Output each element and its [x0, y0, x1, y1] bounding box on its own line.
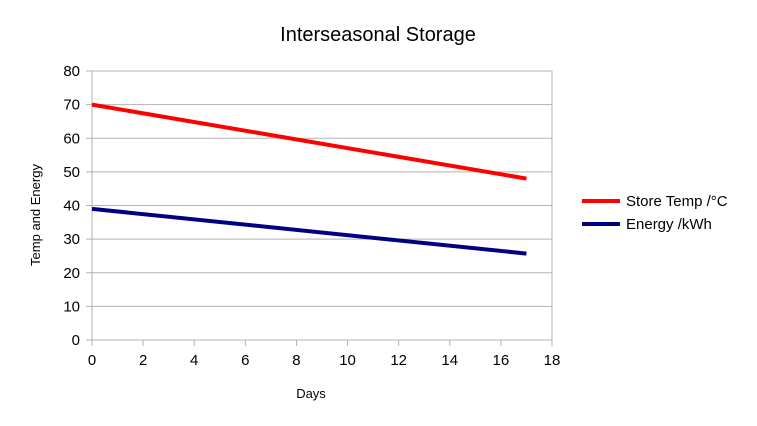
legend: Store Temp /°C Energy /kWh: [582, 193, 728, 233]
plot-area-frame: [91, 70, 553, 341]
x-tick-label: 0: [88, 352, 96, 369]
y-tick-label: 80: [63, 63, 80, 80]
y-tick-label: 20: [63, 265, 80, 282]
grid-lines: [86, 70, 553, 346]
legend-label: Store Temp /°C: [626, 193, 728, 210]
x-tick-label: 16: [493, 352, 510, 369]
y-tick-label: 60: [63, 130, 80, 147]
y-tick-label: 50: [63, 164, 80, 181]
x-tick-label: 4: [190, 352, 198, 369]
x-axis-label: Days: [296, 386, 326, 401]
y-tick-labels: 0 10 20 30 40 50 60 70 80: [63, 63, 80, 349]
y-tick-label: 10: [63, 298, 80, 315]
chart-title: Interseasonal Storage: [280, 24, 476, 46]
y-tick-label: 70: [63, 97, 80, 114]
legend-label: Energy /kWh: [626, 216, 712, 233]
x-tick-label: 8: [292, 352, 300, 369]
x-tick-label: 2: [139, 352, 147, 369]
x-tick-labels: 0 2 4 6 8 10 12 14 16 18: [88, 352, 561, 369]
y-tick-label: 30: [63, 231, 80, 248]
x-tick-label: 6: [241, 352, 249, 369]
x-tick-label: 10: [339, 352, 356, 369]
y-axis-label: Temp and Energy: [28, 164, 43, 266]
x-tick-label: 18: [544, 352, 561, 369]
series-lines: [91, 102, 527, 256]
x-tick-label: 14: [441, 352, 458, 369]
x-tick-label: 12: [390, 352, 407, 369]
series-line-store-temp: [91, 102, 527, 181]
series-line-energy: [91, 206, 527, 256]
y-tick-label: 40: [63, 198, 80, 215]
y-tick-label: 0: [72, 332, 80, 349]
